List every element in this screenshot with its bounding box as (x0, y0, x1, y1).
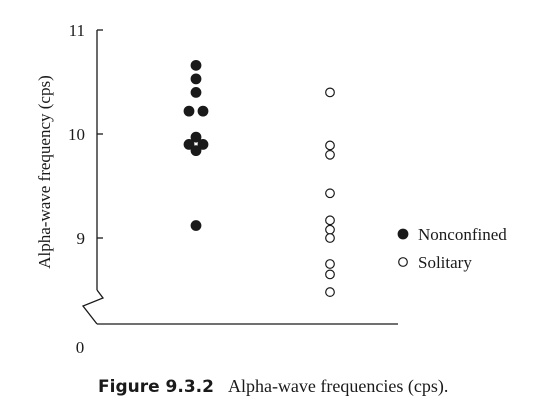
nonconfined-point (190, 145, 202, 157)
legend-marker-nonconfined (397, 228, 409, 240)
solitary-point (325, 259, 335, 269)
nonconfined-point (190, 220, 202, 231)
solitary-point (325, 215, 335, 226)
nonconfined-point (190, 59, 202, 71)
legend: Nonconfined Solitary (397, 225, 507, 272)
legend-label-nonconfined: Nonconfined (418, 225, 507, 244)
nonconfined-point (190, 73, 202, 85)
y-axis-label: Alpha-wave frequency (cps) (35, 75, 54, 269)
solitary-point (325, 87, 335, 98)
solitary-point (325, 287, 335, 297)
nonconfined-point (190, 86, 202, 98)
y-tick-label: 11 (69, 21, 85, 40)
figure-number: Figure 9.3.2 (98, 377, 214, 397)
y-tick-label: 9 (77, 229, 86, 248)
solitary-point (325, 269, 335, 280)
nonconfined-point (183, 105, 195, 117)
nonconfined-point (197, 105, 209, 117)
nonconfined-point (190, 131, 202, 143)
data-points (183, 59, 335, 297)
dot-plot-chart: 11 10 9 0 Alpha-wave frequency (cps) Noncon… (35, 21, 507, 357)
legend-label-solitary: Solitary (418, 253, 472, 272)
solitary-point (325, 149, 335, 160)
solitary-point (325, 224, 335, 235)
y-axis-ticks: 11 10 9 0 (68, 21, 103, 357)
solitary-point (325, 140, 335, 151)
axis-break-mark (81, 289, 105, 325)
solitary-point (325, 233, 335, 243)
figure-caption: Figure 9.3.2 Alpha-wave frequencies (cps… (98, 376, 554, 397)
nonconfined-point (183, 138, 195, 150)
solitary-point (325, 188, 335, 199)
y-tick-label: 0 (76, 338, 85, 357)
figure-caption-text: Alpha-wave frequencies (cps). (227, 376, 449, 396)
axes (81, 30, 398, 325)
y-tick-label: 10 (68, 125, 85, 144)
legend-marker-solitary (398, 257, 408, 267)
nonconfined-point (197, 138, 209, 150)
